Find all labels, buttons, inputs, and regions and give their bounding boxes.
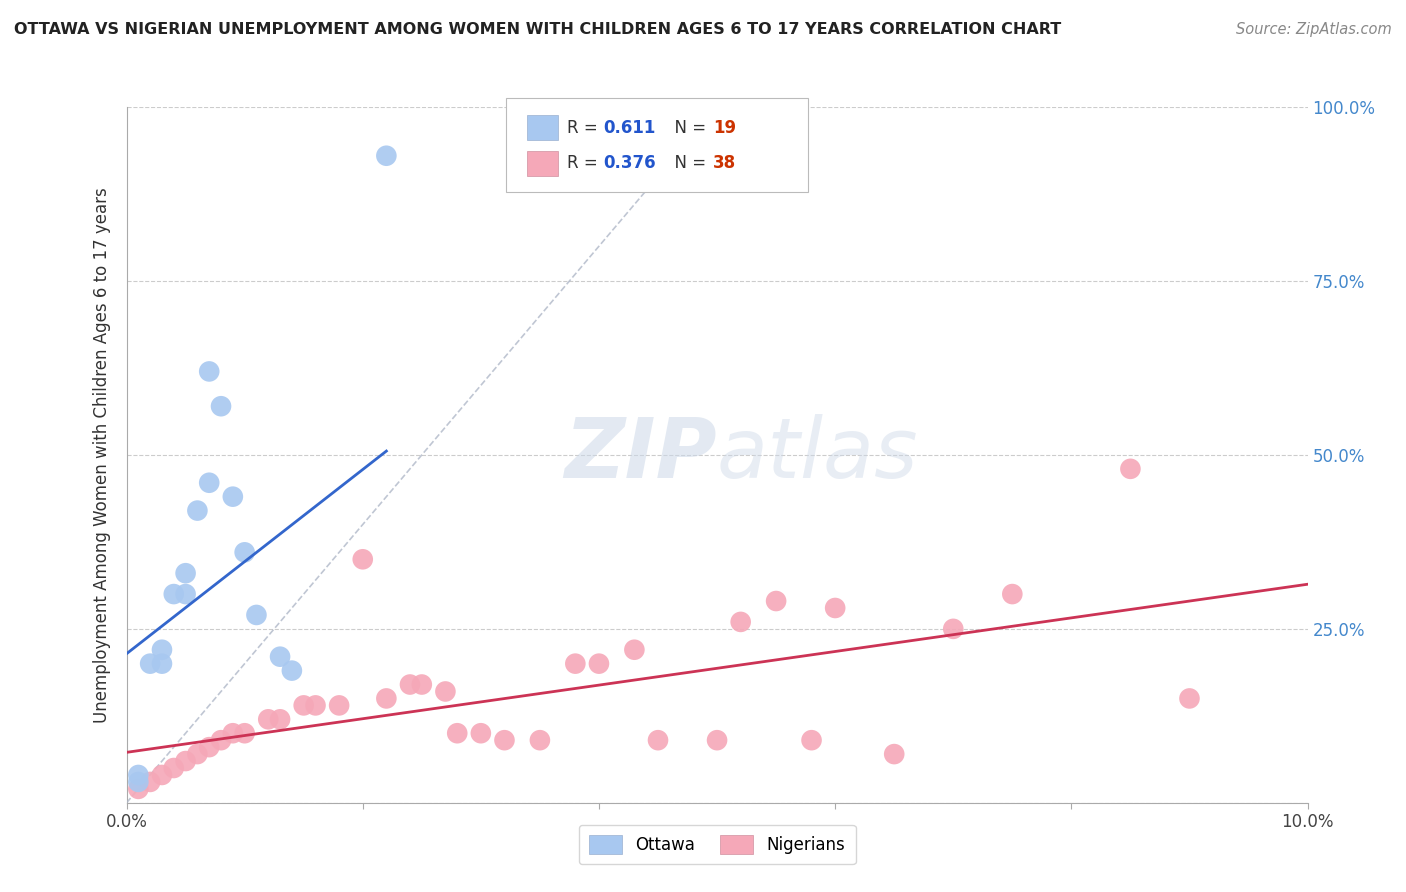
- Point: [352, 810, 374, 824]
- Text: 19: 19: [713, 119, 735, 136]
- Point: [328, 698, 350, 713]
- Point: [564, 657, 586, 671]
- Point: [150, 768, 173, 782]
- Point: [1119, 462, 1142, 476]
- Point: [139, 657, 162, 671]
- Point: [127, 781, 149, 796]
- Point: [446, 726, 468, 740]
- Point: [198, 740, 221, 755]
- Point: [186, 747, 208, 761]
- Point: [352, 552, 374, 566]
- Point: [257, 712, 280, 726]
- Point: [222, 490, 245, 504]
- Point: [222, 726, 245, 740]
- Legend: Ottawa, Nigerians: Ottawa, Nigerians: [579, 825, 855, 864]
- Point: [304, 698, 326, 713]
- Point: [174, 754, 197, 768]
- Point: [399, 677, 422, 691]
- Point: [209, 399, 232, 413]
- Point: [375, 691, 398, 706]
- Text: Source: ZipAtlas.com: Source: ZipAtlas.com: [1236, 22, 1392, 37]
- Point: [494, 733, 516, 747]
- Point: [209, 733, 232, 747]
- Point: [233, 545, 256, 559]
- Text: 0.376: 0.376: [603, 154, 655, 172]
- Point: [292, 698, 315, 713]
- Point: [883, 747, 905, 761]
- Text: ZIP: ZIP: [564, 415, 717, 495]
- Point: [127, 775, 149, 789]
- Point: [174, 566, 197, 581]
- Text: N =: N =: [664, 119, 711, 136]
- Point: [942, 622, 965, 636]
- Text: OTTAWA VS NIGERIAN UNEMPLOYMENT AMONG WOMEN WITH CHILDREN AGES 6 TO 17 YEARS COR: OTTAWA VS NIGERIAN UNEMPLOYMENT AMONG WO…: [14, 22, 1062, 37]
- Point: [127, 768, 149, 782]
- Point: [1178, 691, 1201, 706]
- Point: [198, 364, 221, 378]
- Point: [245, 607, 267, 622]
- Point: [269, 649, 291, 664]
- Text: R =: R =: [567, 154, 603, 172]
- Y-axis label: Unemployment Among Women with Children Ages 6 to 17 years: Unemployment Among Women with Children A…: [93, 187, 111, 723]
- Point: [150, 642, 173, 657]
- Text: atlas: atlas: [717, 415, 918, 495]
- Point: [163, 587, 186, 601]
- Point: [139, 775, 162, 789]
- Point: [706, 733, 728, 747]
- Point: [269, 712, 291, 726]
- Point: [470, 726, 492, 740]
- Point: [163, 761, 186, 775]
- Point: [647, 733, 669, 747]
- Point: [1001, 587, 1024, 601]
- Point: [800, 733, 823, 747]
- Point: [730, 615, 752, 629]
- Point: [434, 684, 457, 698]
- Text: 0.611: 0.611: [603, 119, 655, 136]
- Point: [588, 657, 610, 671]
- Point: [186, 503, 208, 517]
- Point: [375, 149, 398, 163]
- Point: [765, 594, 787, 608]
- Point: [281, 664, 304, 678]
- Text: 38: 38: [713, 154, 735, 172]
- Point: [233, 726, 256, 740]
- Point: [623, 642, 645, 657]
- Text: R =: R =: [567, 119, 603, 136]
- Text: N =: N =: [664, 154, 711, 172]
- Point: [411, 677, 433, 691]
- Point: [150, 657, 173, 671]
- Point: [198, 475, 221, 490]
- Point: [529, 733, 551, 747]
- Point: [174, 587, 197, 601]
- Point: [824, 601, 846, 615]
